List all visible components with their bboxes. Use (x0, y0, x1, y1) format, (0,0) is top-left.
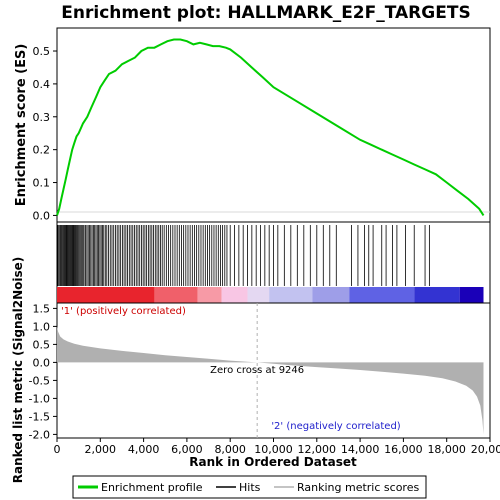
metric-y-axis: 1.5 1.0 0.5 0.0 -0.5 -1.0 -1.5 -2.0 (29, 302, 57, 441)
heatmap-segment (459, 287, 484, 303)
x-tick-label: 4,000 (128, 443, 160, 456)
chart-title: Enrichment plot: HALLMARK_E2F_TARGETS (61, 3, 470, 23)
metric-y-tick-label: -1.0 (29, 392, 50, 405)
heatmap-segment (349, 287, 415, 303)
x-tick-label: 14,000 (341, 443, 380, 456)
x-tick-label: 18,000 (427, 443, 466, 456)
negative-correlated-label: '2' (negatively correlated) (271, 421, 400, 432)
es-panel-frame (56, 27, 491, 223)
x-tick-label: 0 (54, 443, 61, 456)
rank-heatmap-bar (57, 287, 484, 303)
metric-y-tick-label: 0.0 (33, 356, 51, 369)
es-y-tick-label: 0.2 (33, 144, 51, 157)
es-y-tick-label: 0.0 (33, 209, 51, 222)
metric-y-tick-label: 1.0 (33, 320, 51, 333)
x-axis: 0 2,000 4,000 6,000 8,000 10,000 12,000 14,000 1… (54, 438, 500, 456)
x-tick-label: 16,000 (384, 443, 423, 456)
heatmap-segment (197, 287, 222, 303)
legend-enrichment-profile: Enrichment profile (101, 481, 203, 494)
es-y-tick-label: 0.4 (33, 78, 51, 91)
x-axis-label: Rank in Ordered Dataset (189, 455, 357, 469)
heatmap-segment (414, 287, 460, 303)
x-tick-label: 20,000 (471, 443, 500, 456)
heatmap-segment (269, 287, 313, 303)
x-tick-label: 8,000 (214, 443, 246, 456)
es-y-tick-label: 0.5 (33, 45, 51, 58)
metric-y-label: Ranked list metric (Signal2Noise) (11, 257, 25, 484)
heatmap-segment (312, 287, 350, 303)
legend-hits: Hits (239, 481, 261, 494)
es-y-label: Enrichment score (ES) (14, 44, 29, 207)
metric-y-tick-label: -0.5 (29, 374, 50, 387)
legend-ranking-metric-scores: Ranking metric scores (297, 481, 419, 494)
es-y-tick-label: 0.1 (33, 177, 51, 190)
zero-cross-label: Zero cross at 9246 (210, 365, 304, 376)
metric-y-tick-label: 0.5 (33, 338, 51, 351)
heatmap-segment (221, 287, 248, 303)
x-tick-label: 10,000 (254, 443, 293, 456)
positive-correlated-label: '1' (positively correlated) (61, 306, 186, 317)
legend-box (72, 475, 427, 499)
enrichment-profile-line (56, 38, 485, 216)
metric-y-tick-label: -1.5 (29, 410, 50, 423)
heatmap-segment (247, 287, 270, 303)
x-tick-label: 6,000 (171, 443, 203, 456)
metric-y-tick-label: 1.5 (33, 302, 51, 315)
hit-markers (57, 225, 430, 286)
es-y-tick-label: 0.3 (33, 111, 51, 124)
x-tick-label: 12,000 (298, 443, 337, 456)
es-y-axis: 0.0 0.1 0.2 0.3 0.4 0.5 (33, 45, 57, 222)
metric-y-tick-label: -2.0 (29, 428, 50, 441)
x-tick-label: 2,000 (85, 443, 117, 456)
heatmap-segment (57, 287, 155, 303)
heatmap-segment (154, 287, 198, 303)
